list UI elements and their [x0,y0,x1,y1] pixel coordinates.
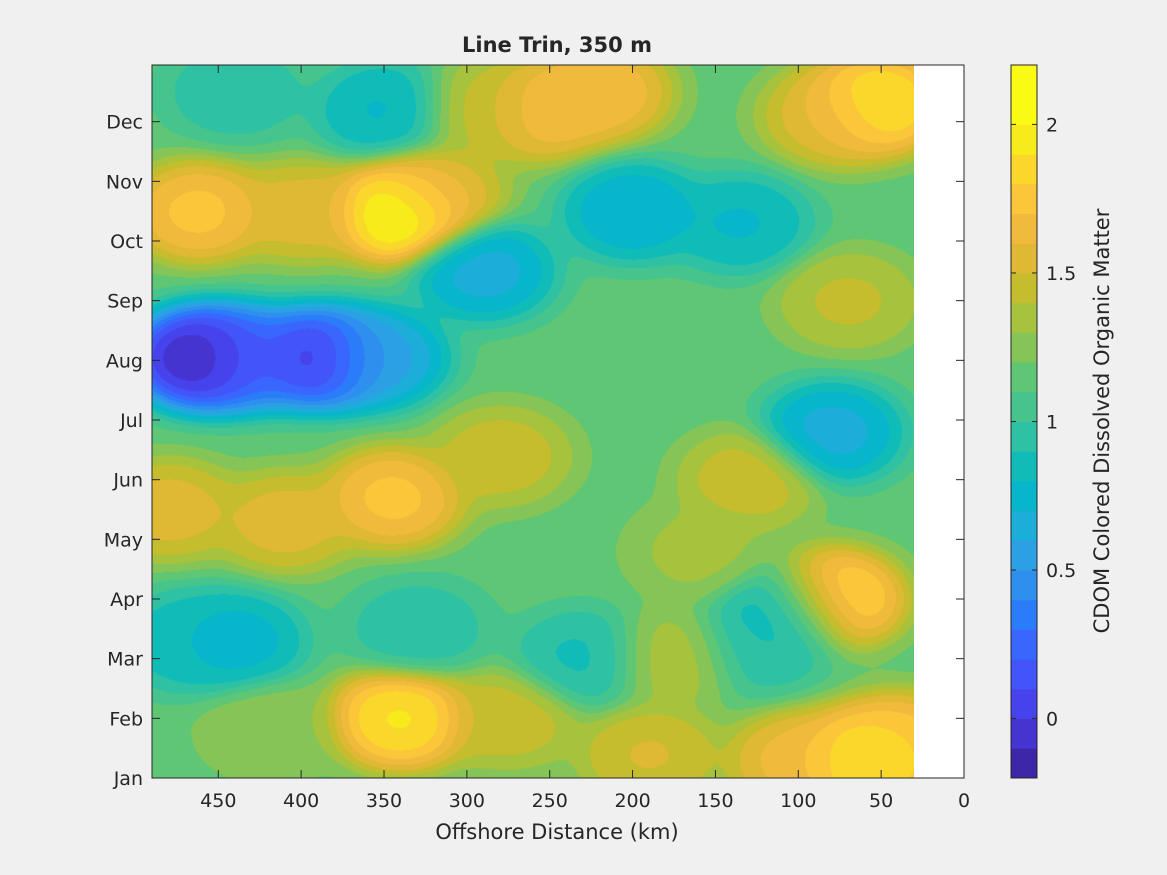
contour-image [152,65,914,778]
y-tick-label: Aug [106,350,143,372]
colorbar-tick-label: 0.5 [1046,560,1076,582]
colorbar-bands [1011,65,1037,779]
x-tick-label: 150 [697,790,733,812]
colorbar-band [1011,94,1037,125]
colorbar-band [1011,599,1037,630]
y-tick-label: Sep [107,291,143,313]
x-tick-label: 350 [366,790,402,812]
colorbar-band [1011,272,1037,304]
y-tick-label: May [104,529,143,551]
colorbar-band [1011,659,1037,690]
colorbar-band [1011,451,1037,482]
colorbar-band [1011,362,1037,393]
colorbar-band [1011,570,1037,601]
colorbar-band [1011,748,1037,779]
y-tick-label: Dec [106,112,143,134]
colorbar-band [1011,540,1037,571]
colorbar: 0 0.5 1 1.5 2 CDOM Colored Dissolved Organic… [1010,64,1114,779]
x-axis: 450 400 350 300 250 200 150 100 50 0 [200,65,970,812]
colorbar-band [1011,391,1037,422]
colorbar-ticks: 0 0.5 1 1.5 2 [1011,114,1076,731]
colorbar-band [1011,629,1037,660]
colorbar-tick-label: 1 [1046,412,1058,434]
x-tick-label: 200 [614,790,650,812]
chart-title: Line Trin, 350 m [462,33,652,57]
colorbar-band [1011,124,1037,155]
colorbar-band [1011,65,1037,96]
y-tick-label: Jul [119,410,143,432]
colorbar-band [1011,154,1037,185]
x-tick-label: 450 [200,790,236,812]
colorbar-band [1011,302,1037,333]
y-tick-label: Mar [107,649,143,671]
contour-fill [152,65,914,778]
colorbar-band [1011,718,1037,749]
colorbar-band [1011,421,1037,452]
colorbar-band [1011,688,1037,720]
x-tick-label: 0 [958,790,970,812]
y-tick-label: Jan [113,768,143,790]
y-axis: Jan Feb Mar Apr May Jun Jul Aug Sep Oct Nov Dec [104,112,964,790]
colorbar-band [1011,183,1037,215]
colorbar-band [1011,332,1037,363]
colorbar-tick-label: 0 [1046,709,1058,731]
x-axis-label: Offshore Distance (km) [435,820,678,844]
y-tick-label: Oct [110,231,143,253]
colorbar-label: CDOM Colored Dissolved Organic Matter [1090,208,1114,633]
x-tick-label: 300 [449,790,485,812]
colorbar-band [1011,213,1037,244]
y-tick-label: Apr [110,589,143,611]
colorbar-band [1011,510,1037,541]
colorbar-tick-label: 2 [1046,114,1058,136]
x-tick-label: 50 [869,790,893,812]
y-tick-label: Jun [112,470,143,492]
colorbar-band [1011,243,1037,274]
y-tick-label: Nov [106,171,143,193]
y-tick-label: Feb [109,708,143,730]
colorbar-band [1011,480,1037,512]
plot-area: 450 400 350 300 250 200 150 100 50 0 Jan Feb Mar Apr… [104,64,970,812]
x-tick-label: 400 [283,790,319,812]
x-tick-label: 100 [780,790,816,812]
colorbar-tick-label: 1.5 [1046,263,1076,285]
x-tick-label: 250 [532,790,568,812]
